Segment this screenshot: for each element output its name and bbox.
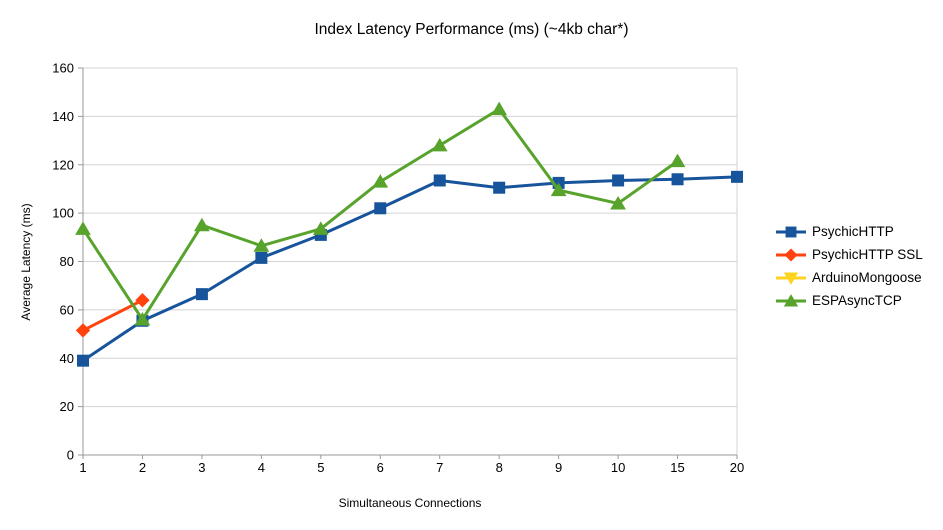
triangle-up-marker-icon: [431, 137, 448, 152]
triangle-down-legend-swatch-icon: [776, 272, 806, 285]
triangle-up-marker-icon: [312, 221, 329, 235]
legend-label: PsychicHTTP SSL: [812, 247, 923, 262]
square-marker-icon: [671, 173, 684, 186]
series-line-espasynctcp: [81, 107, 679, 322]
triangle-up-marker-icon: [491, 101, 508, 116]
y-tick-label: 40: [60, 351, 74, 366]
triangle-up-marker-icon: [253, 238, 270, 252]
square-marker-icon: [612, 174, 625, 187]
diamond-legend-swatch-icon: [776, 247, 806, 262]
triangle-up-marker-icon: [75, 221, 91, 235]
x-tick-label: 9: [555, 460, 562, 475]
triangle-up-marker-icon: [783, 293, 799, 306]
x-tick-label: 5: [317, 460, 324, 475]
triangle-up-legend-swatch-icon: [776, 293, 806, 306]
legend-label: ArduinoMongoose: [812, 270, 922, 285]
series-psychichttp: [77, 170, 743, 367]
y-tick-label: 20: [60, 399, 74, 414]
y-tick-label: 120: [52, 157, 74, 172]
legend-label: PsychicHTTP: [812, 224, 894, 239]
legend-item-psychichttp: PsychicHTTP: [776, 220, 923, 243]
x-tick-label: 15: [670, 460, 684, 475]
square-marker-icon: [731, 170, 743, 183]
x-tick-label: 1: [79, 460, 86, 475]
square-marker-icon: [433, 174, 446, 187]
triangle-up-marker-icon: [134, 312, 151, 326]
y-tick-label: 80: [60, 254, 74, 269]
diamond-marker-icon: [135, 292, 150, 308]
y-tick-label: 100: [52, 206, 74, 221]
y-tick-label: 60: [60, 302, 74, 317]
x-tick-label: 3: [198, 460, 205, 475]
legend: PsychicHTTP PsychicHTTP SSL ArduinoMongoos…: [776, 220, 923, 312]
x-axis-title: Simultaneous Connections: [338, 496, 482, 510]
legend-label: ESPAsyncTCP: [812, 293, 902, 308]
square-marker-icon: [255, 251, 268, 264]
square-marker-icon: [493, 181, 506, 194]
y-tick-label: 0: [67, 448, 74, 463]
square-marker-icon: [77, 354, 89, 367]
legend-item-arduinomongoose: ArduinoMongoose: [776, 266, 923, 289]
diamond-marker-icon: [75, 323, 91, 338]
square-marker-icon: [374, 202, 387, 215]
x-tick-label: 10: [611, 460, 625, 475]
x-tick-label: 8: [496, 460, 503, 475]
legend-item-psychichttp-ssl: PsychicHTTP SSL: [776, 243, 923, 266]
square-marker-icon: [785, 226, 797, 237]
x-tick-label: 2: [139, 460, 146, 475]
triangle-up-marker-icon: [372, 174, 389, 188]
triangle-up-marker-icon: [610, 195, 626, 210]
x-tick-label: 6: [377, 460, 384, 475]
y-tick-label: 140: [52, 109, 74, 124]
x-tick-label: 4: [258, 460, 265, 475]
legend-item-espasynctcp: ESPAsyncTCP: [776, 289, 923, 312]
x-tick-label: 7: [436, 460, 443, 475]
triangle-up-marker-icon: [194, 217, 210, 232]
triangle-up-marker-icon: [550, 182, 567, 197]
square-marker-icon: [195, 288, 208, 301]
triangle-up-marker-icon: [669, 153, 686, 168]
diamond-marker-icon: [784, 247, 798, 262]
x-tick-label: 20: [730, 460, 744, 475]
series-espasynctcp: [75, 101, 686, 326]
triangle-down-marker-icon: [783, 272, 799, 285]
chart-title: Index Latency Performance (ms) (~4kb cha…: [314, 21, 629, 38]
series-line-psychichttp: [82, 175, 738, 362]
y-axis-title: Average Latency (ms): [19, 203, 33, 321]
y-tick-label: 160: [52, 61, 74, 76]
square-legend-swatch-icon: [776, 226, 806, 237]
